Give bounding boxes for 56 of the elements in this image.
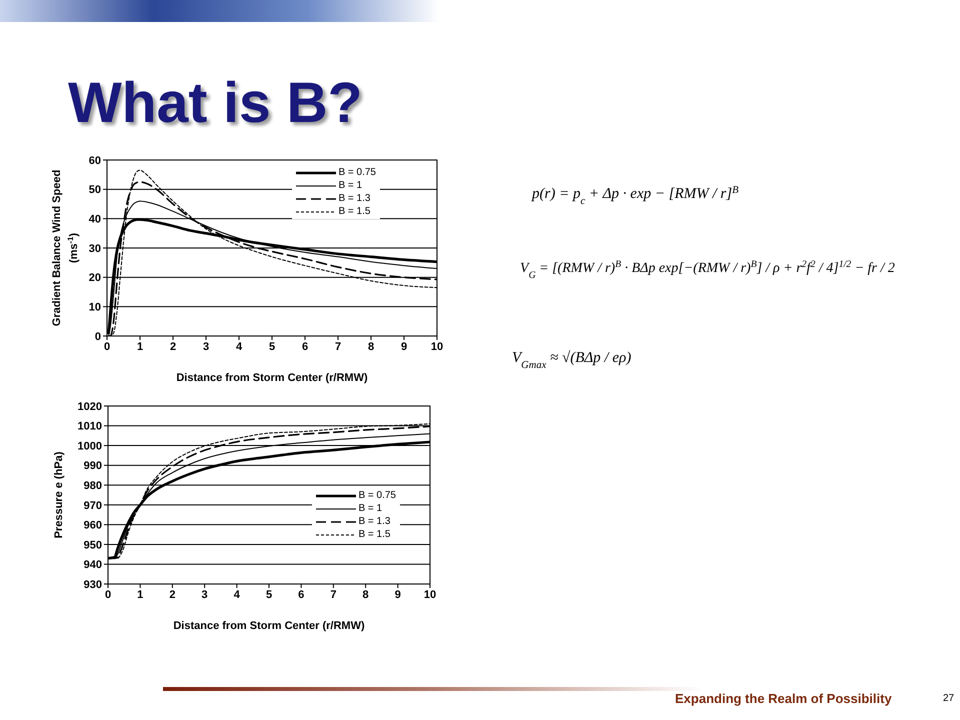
- y-tick-label: 10: [88, 302, 101, 314]
- y-tick-label: 30: [88, 242, 101, 255]
- x-tick-label: 8: [362, 588, 369, 601]
- y-tick-label: 1000: [78, 440, 102, 452]
- y-tick-label: 40: [88, 214, 101, 226]
- x-tick-label: 5: [268, 340, 276, 353]
- legend-label: B = 1.5: [358, 528, 390, 541]
- y-tick-label: 0: [94, 330, 101, 343]
- y-tick-label: 1010: [78, 420, 102, 433]
- text: p(r) = p$_{c}$ + Δp · exp − [RMW / r]$^{B}$: [531, 184, 740, 206]
- text: V$_{G}$ = [(RMW / r)$^{B}$ · BΔp exp[−(RMW / r)$^{B}$] / ρ + r$^{2}$f$^{2}$ / 4]$^{1/2}$ − fr / 2: [520, 258, 895, 280]
- x-tick-label: 9: [394, 588, 401, 601]
- x-tick-label: 8: [368, 340, 374, 353]
- y-tick-label: 930: [84, 578, 102, 591]
- chart-title: What is B?: [68, 71, 362, 135]
- x-tick-label: 10: [430, 340, 444, 353]
- x-tick-label: 1: [136, 340, 144, 353]
- legend-label: B = 1: [338, 179, 362, 192]
- legend-label: B = 1.3: [338, 192, 370, 205]
- text: 27: [943, 693, 955, 704]
- x-axis-title: Distance from Storm Center (r/RMW): [176, 372, 368, 384]
- y-tick-label: 1020: [78, 400, 102, 413]
- x-tick-label: 9: [400, 340, 408, 353]
- x-tick-label: 6: [302, 340, 308, 353]
- y-axis-title: Pressure e (hPa): [53, 451, 65, 538]
- legend-label: B = 0.75: [338, 166, 376, 179]
- text: Expanding the Realm of Possibility: [675, 691, 892, 706]
- text: V$_{Gmax}$ ≈ √(BΔp / eρ): [512, 350, 632, 370]
- y-tick-label: 960: [84, 520, 102, 532]
- y-tick-label: 980: [84, 480, 102, 492]
- x-tick-label: 10: [424, 588, 436, 601]
- legend-label: B = 1: [358, 502, 382, 515]
- x-tick-label: 0: [104, 340, 110, 353]
- x-tick-label: 1: [137, 588, 144, 601]
- y-tick-label: 20: [88, 272, 101, 284]
- x-tick-label: 3: [202, 588, 208, 601]
- x-tick-label: 2: [170, 340, 176, 353]
- x-tick-label: 4: [234, 588, 241, 601]
- legend-label: B = 1.3: [358, 515, 390, 528]
- y-tick-label: 970: [84, 500, 102, 512]
- x-tick-label: 2: [169, 588, 176, 601]
- y-tick-label: 940: [84, 559, 102, 572]
- x-tick-label: 7: [330, 588, 336, 601]
- x-tick-label: 4: [236, 340, 243, 353]
- x-tick-label: 5: [266, 588, 272, 601]
- legend-label: B = 1.5: [338, 205, 370, 218]
- x-tick-label: 6: [298, 588, 304, 601]
- y-tick-label: 950: [84, 539, 102, 552]
- y-tick-label: 50: [88, 184, 101, 196]
- x-tick-label: 3: [202, 340, 210, 353]
- x-axis-title: Distance from Storm Center (r/RMW): [173, 620, 365, 632]
- x-tick-label: 0: [104, 588, 112, 601]
- y-tick-label: 60: [88, 154, 101, 167]
- x-tick-label: 7: [334, 340, 342, 353]
- legend-label: B = 0.75: [358, 489, 396, 502]
- y-tick-label: 990: [84, 460, 102, 472]
